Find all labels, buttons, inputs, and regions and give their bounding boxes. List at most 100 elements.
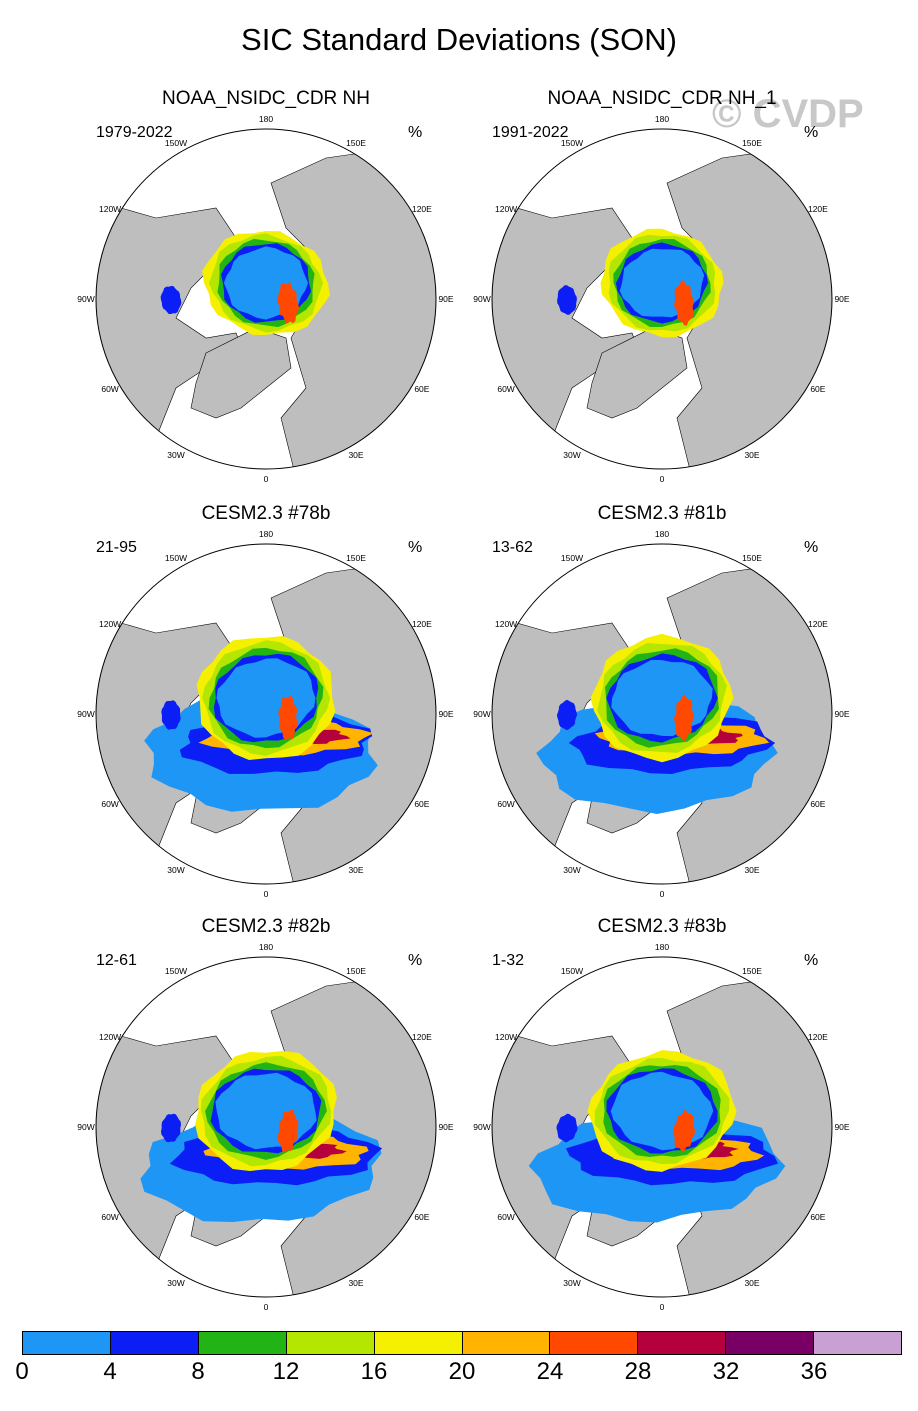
longitude-label: 150E <box>742 553 762 563</box>
longitude-label: 150W <box>561 553 583 563</box>
longitude-label: 120E <box>412 1032 432 1042</box>
longitude-label: 0 <box>660 1302 665 1312</box>
sea-ice-hotspot <box>278 695 298 741</box>
map-panel: CESM2.3 #82b 12-61% 180 150E 120E 90E 60E 30E 0 3… <box>77 916 516 1316</box>
panel-title: NOAA_NSIDC_CDR NH_1 <box>547 88 777 109</box>
longitude-label: 180 <box>655 942 669 952</box>
watermark: © CVDP <box>712 92 864 136</box>
panel-year-range: 1979-2022 <box>96 124 173 141</box>
sea-ice-hudson-bay <box>557 285 577 315</box>
longitude-label: 90E <box>834 294 849 304</box>
longitude-label: 30W <box>563 450 580 460</box>
longitude-label: 60E <box>810 1212 825 1222</box>
longitude-label: 30W <box>167 450 184 460</box>
longitude-label: 90W <box>473 1122 490 1132</box>
colorbar-swatch <box>550 1332 639 1354</box>
polar-map: 180 150E 120E 90E 60E 30E 0 30W 60W 90W 120W 150W <box>77 114 454 484</box>
longitude-label: 150W <box>165 138 187 148</box>
longitude-label: 0 <box>264 889 269 899</box>
colorbar-tick-label: 4 <box>103 1358 117 1385</box>
longitude-label: 60E <box>810 799 825 809</box>
longitude-label: 30E <box>348 1278 363 1288</box>
longitude-label: 30W <box>563 865 580 875</box>
longitude-label: 120W <box>495 619 517 629</box>
map-boundary <box>491 956 833 1298</box>
panel-title: NOAA_NSIDC_CDR NH <box>162 88 370 109</box>
colorbar-swatch <box>726 1332 815 1354</box>
polar-map: 180 150E 120E 90E 60E 30E 0 30W 60W 90W 120W 150W <box>77 942 454 1312</box>
longitude-label: 90E <box>834 1122 849 1132</box>
colorbar-swatch <box>23 1332 111 1354</box>
longitude-label: 0 <box>660 474 665 484</box>
colorbar-tick-label: 32 <box>712 1358 740 1385</box>
colorbar-tick-label: 12 <box>272 1358 300 1385</box>
map-panel: NOAA_NSIDC_CDR NH 1979-2022% 180 150E 120E 90… <box>77 88 516 488</box>
longitude-label: 120E <box>808 204 828 214</box>
longitude-label: 150E <box>346 138 366 148</box>
figure-title: SIC Standard Deviations (SON) <box>241 22 677 57</box>
map-boundary <box>491 128 833 470</box>
longitude-label: 60E <box>414 1212 429 1222</box>
longitude-label: 90E <box>438 709 453 719</box>
longitude-label: 180 <box>655 529 669 539</box>
longitude-label: 0 <box>660 889 665 899</box>
colorbar-swatch <box>462 1332 551 1354</box>
longitude-label: 120W <box>99 619 121 629</box>
panel-year-range: 12-61 <box>96 952 137 969</box>
colorbar-tick-label: 20 <box>448 1358 476 1385</box>
longitude-label: 150E <box>346 553 366 563</box>
longitude-label: 60W <box>497 1212 514 1222</box>
colorbar <box>22 1331 902 1355</box>
sea-ice-hudson-bay <box>161 1113 181 1143</box>
colorbar-swatch <box>374 1332 463 1354</box>
sea-ice-hudson-bay <box>160 286 182 314</box>
longitude-label: 30E <box>348 865 363 875</box>
panel-unit: % <box>408 124 423 141</box>
longitude-label: 180 <box>259 942 273 952</box>
sea-ice-hudson-bay <box>556 1113 578 1143</box>
longitude-label: 150E <box>742 966 762 976</box>
panel-unit: % <box>804 124 819 141</box>
colorbar-tick-label: 8 <box>191 1358 205 1385</box>
longitude-label: 90W <box>77 709 94 719</box>
polar-map: 180 150E 120E 90E 60E 30E 0 30W 60W 90W 120W 150W <box>473 529 850 899</box>
longitude-label: 0 <box>264 1302 269 1312</box>
longitude-label: 150W <box>561 138 583 148</box>
longitude-label: 180 <box>259 114 273 124</box>
longitude-label: 120W <box>495 204 517 214</box>
colorbar-swatch <box>286 1332 375 1354</box>
longitude-label: 30W <box>563 1278 580 1288</box>
map-panel: CESM2.3 #78b 21-95% 180 150E 120E 90E 60E 30E 0 3… <box>77 503 516 903</box>
colorbar-tick-label: 24 <box>536 1358 564 1385</box>
panel-year-range: 21-95 <box>96 539 137 556</box>
longitude-label: 0 <box>264 474 269 484</box>
map-panel: CESM2.3 #83b 1-32% 180 150E 120E 90E 60E 30E 0 30… <box>473 916 912 1316</box>
sea-ice-hudson-bay <box>161 700 181 730</box>
map-boundary <box>491 543 833 885</box>
longitude-label: 60W <box>101 1212 118 1222</box>
longitude-label: 180 <box>259 529 273 539</box>
longitude-label: 90W <box>77 294 94 304</box>
panel-title: CESM2.3 #83b <box>597 916 727 937</box>
longitude-label: 60W <box>497 384 514 394</box>
longitude-label: 60E <box>414 384 429 394</box>
longitude-label: 90E <box>438 294 453 304</box>
colorbar-swatch <box>198 1332 287 1354</box>
longitude-label: 60W <box>101 799 118 809</box>
longitude-label: 90W <box>473 294 490 304</box>
longitude-label: 150E <box>346 966 366 976</box>
longitude-label: 90W <box>77 1122 94 1132</box>
panel-year-range: 13-62 <box>492 539 533 556</box>
sea-ice-hudson-bay <box>556 699 578 731</box>
sea-ice-hotspot <box>674 280 694 326</box>
panel-title: CESM2.3 #78b <box>201 503 331 524</box>
map-panel: CESM2.3 #81b 13-62% 180 150E 120E 90E 60E 30E 0 3… <box>473 503 912 903</box>
panel-year-range: 1-32 <box>492 952 525 969</box>
longitude-label: 120W <box>99 204 121 214</box>
longitude-label: 60W <box>497 799 514 809</box>
longitude-label: 150W <box>561 966 583 976</box>
panel-year-range: 1991-2022 <box>492 124 569 141</box>
longitude-label: 60E <box>414 799 429 809</box>
longitude-label: 30E <box>744 450 759 460</box>
longitude-label: 180 <box>655 114 669 124</box>
